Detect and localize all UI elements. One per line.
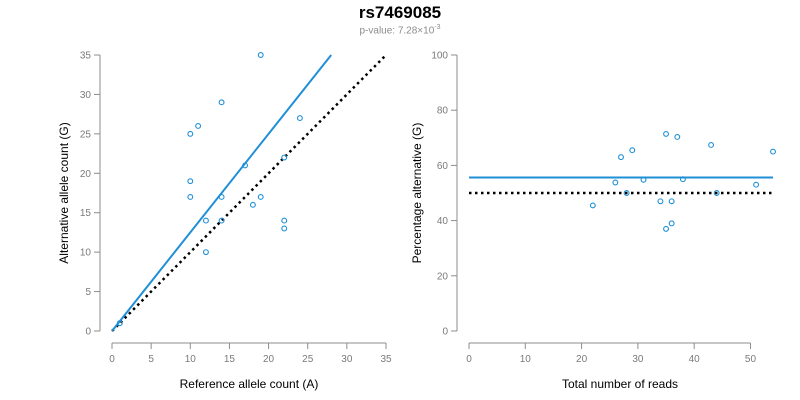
x-axis-label: Reference allele count (A) (180, 377, 319, 391)
chart-title: rs7469085 (358, 3, 442, 22)
y-axis-label: Percentage alternative (G) (410, 123, 424, 264)
data-point (249, 201, 256, 208)
data-point (281, 217, 288, 224)
data-point (640, 176, 647, 183)
y-tick-label: 10 (80, 248, 92, 259)
y-tick-label: 80 (437, 106, 449, 117)
data-point (753, 181, 760, 188)
y-tick-label: 15 (80, 208, 92, 219)
data-point (589, 202, 596, 209)
left-scatter-panel: 0 5 10 15 20 25 30 35 0 5 10 15 20 25 30 35 Reference al… (57, 51, 392, 392)
data-point (202, 217, 209, 224)
x-tick-label: 0 (466, 354, 472, 365)
data-point (116, 320, 123, 327)
data-point (618, 154, 624, 161)
x-axis-label: Total number of reads (562, 377, 678, 391)
y-tick-label: 30 (80, 90, 92, 101)
y-tick-label: 25 (80, 129, 92, 140)
data-point (623, 190, 630, 196)
data-point (296, 115, 303, 122)
data-point (713, 190, 720, 196)
fit-line (111, 54, 332, 332)
data-point (195, 123, 202, 129)
data-point (218, 193, 225, 200)
data-point (202, 249, 209, 256)
data-point (674, 134, 681, 140)
y-tick-label: 60 (437, 161, 449, 172)
x-tick-label: 5 (148, 354, 154, 365)
data-point (770, 148, 776, 155)
x-tick-label: 30 (341, 354, 353, 365)
data-point (281, 225, 288, 232)
x-tick-label: 20 (576, 354, 588, 365)
data-point (612, 179, 619, 186)
y-tick-label: 20 (437, 271, 449, 282)
y-tick-label: 0 (85, 327, 91, 338)
data-point (281, 154, 288, 161)
data-point (218, 217, 225, 224)
data-point (257, 52, 264, 58)
data-point (668, 220, 675, 227)
data-point (218, 99, 225, 106)
data-point (679, 176, 686, 183)
y-tick-label: 5 (85, 287, 91, 298)
x-tick-label: 50 (745, 354, 757, 365)
right-scatter-panel: 0 20 40 60 80 100 0 10 20 30 40 50 Total number of r… (410, 51, 776, 391)
data-point (663, 225, 669, 232)
data-point (187, 130, 194, 137)
data-point (242, 162, 249, 169)
data-point (629, 147, 636, 154)
subtitle-pvalue: p-value: 7.28×10 (359, 25, 435, 37)
y-tick-label: 40 (437, 216, 449, 227)
data-point (657, 198, 664, 205)
x-tick-label: 0 (109, 354, 115, 365)
data-point (187, 193, 194, 200)
x-tick-label: 10 (185, 354, 197, 365)
data-point (187, 178, 194, 185)
x-tick-label: 25 (302, 354, 314, 365)
y-tick-label: 35 (80, 51, 92, 62)
data-point (708, 142, 715, 148)
chart-subtitle: p-value: 7.28×10-3 (0, 24, 800, 36)
subtitle-exponent: -3 (434, 24, 441, 31)
data-point (663, 130, 669, 137)
y-tick-label: 20 (80, 169, 92, 180)
x-tick-label: 20 (263, 354, 275, 365)
reference-line (111, 54, 387, 332)
x-tick-label: 40 (689, 354, 701, 365)
x-tick-label: 15 (224, 354, 236, 365)
y-axis-label: Alternative allele count (G) (57, 122, 71, 263)
x-tick-label: 30 (632, 354, 644, 365)
x-tick-label: 10 (520, 354, 532, 365)
data-point (257, 193, 264, 200)
data-point (668, 198, 675, 205)
y-tick-label: 0 (442, 327, 448, 338)
y-tick-label: 100 (431, 51, 448, 62)
x-tick-label: 35 (380, 354, 392, 365)
